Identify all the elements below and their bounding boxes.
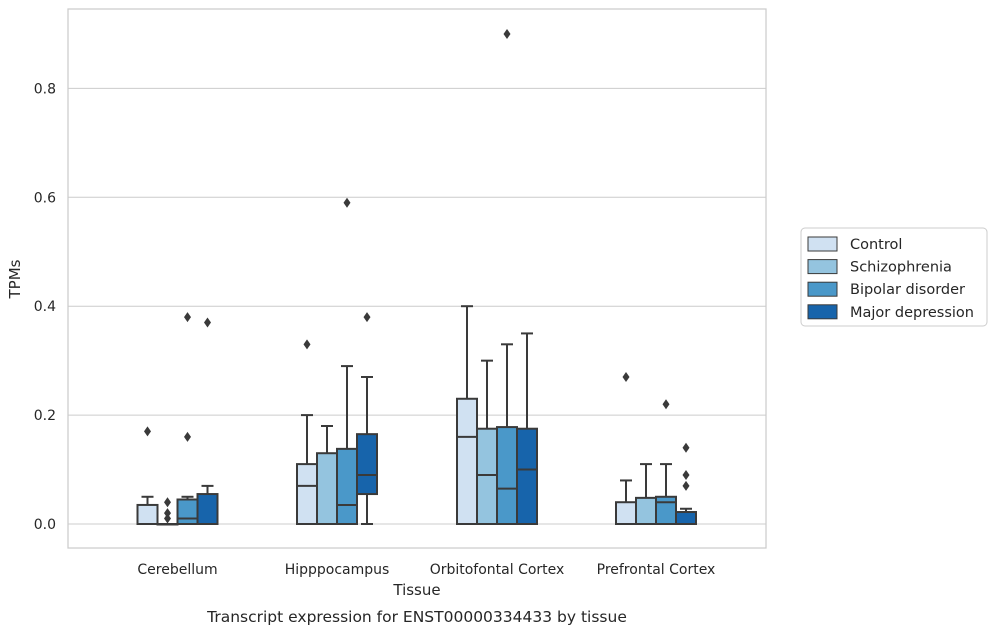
y-axis-label: TPMs [6,259,24,299]
x-tick-label: Orbitofontal Cortex [430,562,565,578]
plot-area [136,28,697,526]
y-tick-label: 0.8 [34,81,56,97]
plot-frame [67,8,767,549]
legend-label: Major depression [850,305,974,321]
outlier-point [363,312,371,323]
box-group [655,399,677,525]
outlier-point [303,339,311,350]
x-axis-label: Tissue [392,581,440,599]
outlier-point [164,497,171,508]
outlier-point [204,317,211,328]
box-group [296,339,318,526]
box [196,493,219,525]
box-group [136,426,159,526]
legend: Control Schizophrenia Bipolar disorder Majo… [800,227,988,327]
legend-swatch [807,259,838,275]
outlier-point [144,426,151,437]
outlier-point [503,28,511,39]
box [615,501,637,526]
box-group [316,424,338,525]
box-group [176,312,199,525]
box-group [336,197,358,526]
legend-label: Control [850,237,902,253]
box [316,452,338,525]
y-tick-label: 0.2 [34,408,56,424]
box-group [356,312,378,525]
legend-item: Schizophrenia [807,259,952,276]
box [655,495,677,525]
box [136,503,159,526]
x-tick-label: Prefrontal Cortex [597,562,716,578]
legend-item: Major depression [807,304,974,321]
y-tick-label: 0.0 [34,517,56,533]
box-group [516,332,538,525]
box [356,433,378,496]
box-group [476,359,498,525]
x-tick-label: Hipppocampus [285,562,390,578]
outlier-point [682,480,690,491]
legend-swatch [807,304,838,320]
box-group [615,371,637,526]
box [476,427,498,525]
box [176,498,199,525]
box [456,397,478,526]
legend-item: Control [807,236,902,253]
legend-label: Schizophrenia [850,260,952,276]
box-group [635,463,657,526]
legend-label: Bipolar disorder [850,282,965,298]
outlier-point [622,371,630,382]
box [635,496,657,526]
box [296,463,318,526]
series-bipolar-disorder [176,28,677,526]
grid-lines [68,87,766,525]
box [675,511,697,525]
box-group [196,317,219,525]
box-group [675,442,697,525]
y-tick-label: 0.6 [34,190,56,206]
box-group [496,28,518,526]
outlier-point [184,431,191,442]
outlier-point [164,508,171,519]
outlier-point [343,197,351,208]
legend-swatch [807,236,838,252]
box-group [156,497,179,526]
box [496,426,518,526]
box-group [456,305,478,526]
series-major-depression [196,312,697,525]
series-schizophrenia [156,359,657,526]
outlier-point [184,312,191,323]
outlier-point [682,442,690,453]
legend-item: Bipolar disorder [807,281,965,298]
figure-caption: Transcript expression for ENST0000033443… [206,608,627,626]
y-axis-ticks: 0.0 0.2 0.4 0.6 0.8 [34,81,56,533]
legend-swatch [807,281,838,297]
outlier-point [164,513,171,524]
box [516,427,538,525]
y-tick-label: 0.4 [34,299,56,315]
box [336,447,358,526]
x-axis-ticks: Cerebellum Hipppocampus Orbitofontal Corte… [137,562,715,578]
outlier-point [682,469,690,480]
legend-frame [800,227,988,327]
outlier-point [662,399,670,410]
x-tick-label: Cerebellum [137,562,217,578]
